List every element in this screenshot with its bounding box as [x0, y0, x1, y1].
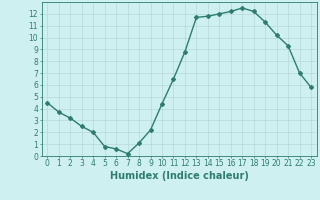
X-axis label: Humidex (Indice chaleur): Humidex (Indice chaleur) [110, 171, 249, 181]
